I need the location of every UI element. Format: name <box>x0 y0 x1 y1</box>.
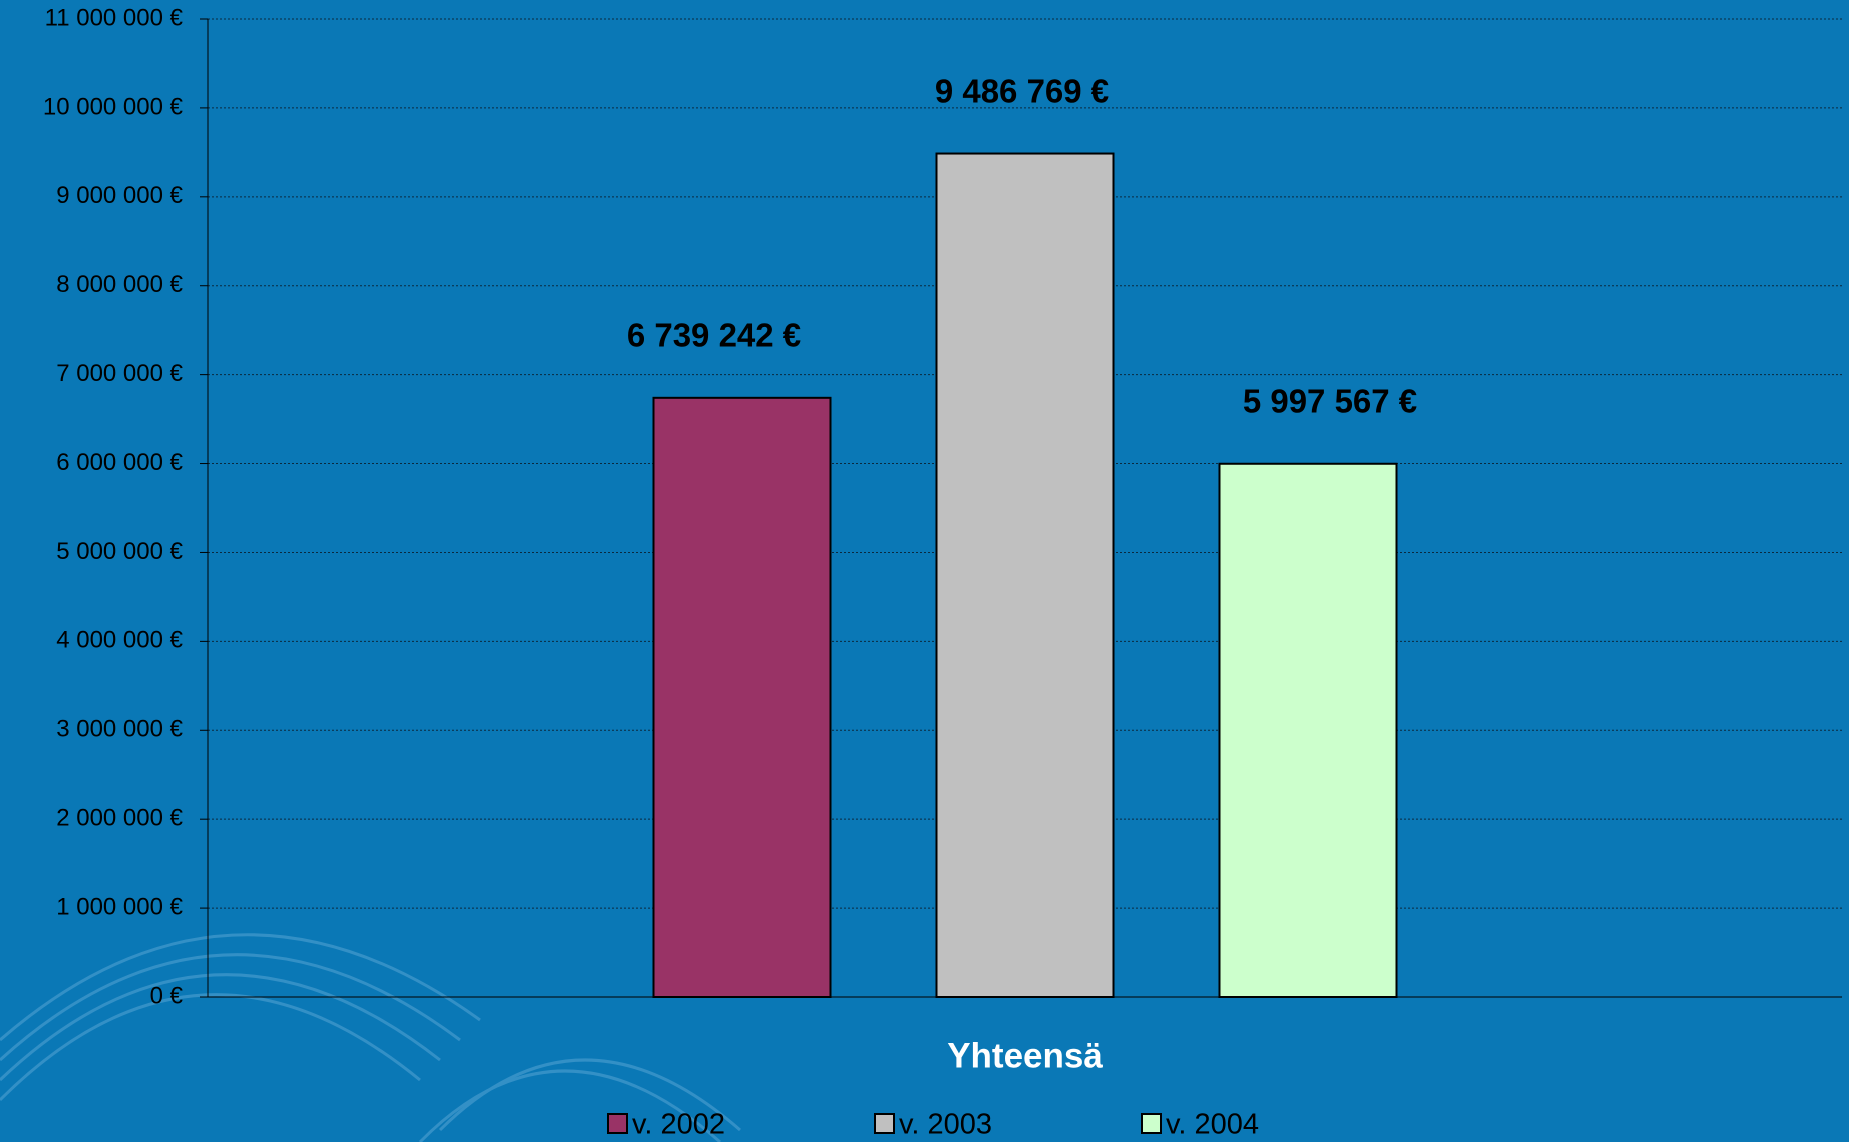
legend-label: v. 2002 <box>632 1109 725 1141</box>
legend-swatch <box>608 1114 627 1133</box>
y-tick-label: 11 000 000 € <box>45 4 184 31</box>
bar <box>937 154 1114 997</box>
y-tick-label: 6 000 000 € <box>56 449 183 476</box>
value-label: 5 997 567 € <box>1243 382 1417 419</box>
legend-swatch <box>1142 1114 1161 1133</box>
y-tick-label: 7 000 000 € <box>56 360 183 387</box>
y-tick-label: 3 000 000 € <box>56 716 183 743</box>
bar <box>654 398 831 997</box>
y-tick-label: 8 000 000 € <box>56 271 183 298</box>
y-tick-label: 10 000 000 € <box>43 93 184 120</box>
x-tick-label: Yhteensä <box>947 1036 1103 1075</box>
legend-swatch <box>875 1114 894 1133</box>
y-tick-label: 9 000 000 € <box>56 182 183 209</box>
legend-label: v. 2004 <box>1166 1109 1259 1141</box>
chart: 0 € 1 000 000 € 2 000 000 € 3 000 000 € 4 00… <box>0 0 1849 1142</box>
y-tick-label: 2 000 000 € <box>56 805 183 832</box>
legend-label: v. 2003 <box>899 1109 992 1141</box>
y-tick-label: 0 € <box>150 982 184 1009</box>
y-tick-label: 4 000 000 € <box>56 627 183 654</box>
bar <box>1220 464 1397 997</box>
y-tick-label: 5 000 000 € <box>56 538 183 565</box>
value-label: 9 486 769 € <box>935 72 1109 109</box>
y-tick-label: 1 000 000 € <box>56 893 183 920</box>
value-label: 6 739 242 € <box>627 317 801 354</box>
background <box>0 0 1849 1142</box>
